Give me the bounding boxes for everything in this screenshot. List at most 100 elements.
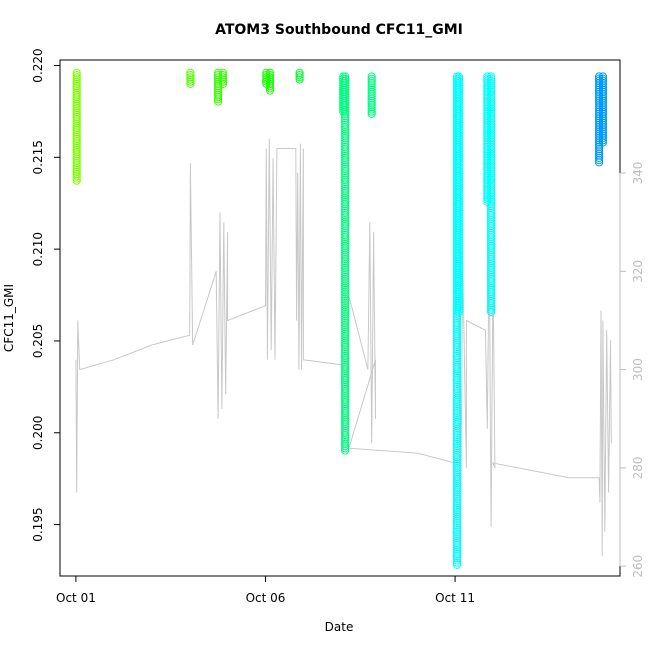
data-point: [454, 72, 463, 81]
data-point: [341, 134, 350, 143]
data-point: [487, 118, 496, 127]
data-point: [452, 380, 462, 389]
data-point: [487, 279, 496, 288]
data-point: [487, 87, 496, 97]
data-point: [341, 420, 350, 429]
data-point: [487, 151, 496, 160]
data-point: [341, 274, 350, 283]
data-point: [487, 90, 496, 99]
data-point: [341, 360, 350, 369]
data-point: [487, 127, 496, 136]
data-point: [487, 116, 496, 125]
data-point: [487, 156, 496, 165]
data-point: [452, 492, 462, 501]
data-point: [341, 127, 350, 136]
data-point: [454, 109, 463, 119]
data-point: [452, 371, 462, 380]
data-point: [598, 98, 608, 108]
data-point: [341, 204, 350, 213]
data-point: [487, 237, 496, 246]
data-point: [452, 530, 462, 539]
data-point: [72, 145, 81, 154]
data-point: [72, 117, 81, 126]
data-point: [487, 252, 496, 261]
data-point: [452, 556, 462, 565]
data-point: [487, 160, 496, 169]
data-point: [72, 176, 81, 185]
data-point: [367, 107, 376, 116]
data-point: [341, 136, 350, 145]
data-point: [341, 193, 350, 202]
data-point: [454, 173, 463, 182]
point-column-6-1: [454, 72, 463, 316]
data-point: [341, 307, 350, 316]
data-point: [214, 68, 223, 78]
data-point: [214, 97, 223, 106]
data-point: [487, 296, 496, 305]
data-point: [487, 250, 496, 259]
data-point: [341, 378, 350, 387]
data-point: [341, 158, 350, 167]
data-point: [341, 85, 350, 94]
data-point: [454, 290, 463, 299]
data-point: [454, 301, 463, 310]
data-point: [186, 71, 195, 80]
data-point: [341, 244, 350, 253]
x-axis-label: Date: [325, 620, 354, 634]
data-point: [454, 299, 463, 308]
data-point: [341, 382, 350, 391]
data-point: [454, 237, 463, 246]
data-point: [265, 68, 275, 78]
data-point: [341, 398, 350, 407]
data-point: [454, 114, 463, 123]
y2-tick-label: 300: [631, 358, 645, 381]
data-point: [598, 79, 608, 88]
data-point: [341, 321, 350, 330]
data-point: [341, 112, 350, 121]
data-point: [452, 354, 462, 363]
data-point: [72, 90, 81, 100]
data-point: [487, 283, 496, 292]
data-point: [487, 153, 496, 162]
data-point: [72, 115, 81, 124]
data-point: [454, 142, 463, 151]
data-point: [452, 439, 462, 448]
data-point: [341, 208, 350, 217]
data-point: [452, 393, 462, 402]
data-point: [186, 68, 195, 78]
data-point: [454, 277, 463, 286]
data-point: [72, 77, 81, 86]
data-point: [341, 422, 350, 431]
data-point: [452, 316, 462, 325]
data-point: [72, 68, 81, 78]
data-point: [452, 514, 462, 523]
data-point: [72, 143, 81, 152]
data-point: [72, 130, 81, 139]
data-point: [452, 323, 462, 332]
data-point: [487, 224, 496, 233]
data-point: [452, 378, 462, 387]
data-point: [341, 411, 350, 420]
plot-frame: [59, 59, 621, 577]
data-point: [72, 95, 81, 104]
data-point: [72, 123, 81, 133]
data-point: [341, 79, 350, 88]
data-point: [487, 197, 496, 206]
data-point: [341, 167, 350, 176]
data-point: [452, 384, 462, 393]
data-point: [454, 261, 463, 270]
data-point: [452, 334, 462, 343]
data-point: [454, 79, 463, 88]
data-point: [341, 219, 350, 228]
data-point: [487, 109, 496, 119]
data-point: [454, 81, 463, 90]
data-point: [72, 148, 81, 157]
data-point: [454, 217, 463, 226]
point-column-5-2: [367, 72, 376, 119]
data-point: [218, 68, 228, 78]
data-point: [452, 477, 462, 486]
data-point: [341, 345, 350, 354]
y2-tick-label: 320: [631, 260, 645, 283]
data-point: [341, 404, 350, 413]
data-point: [341, 327, 350, 336]
